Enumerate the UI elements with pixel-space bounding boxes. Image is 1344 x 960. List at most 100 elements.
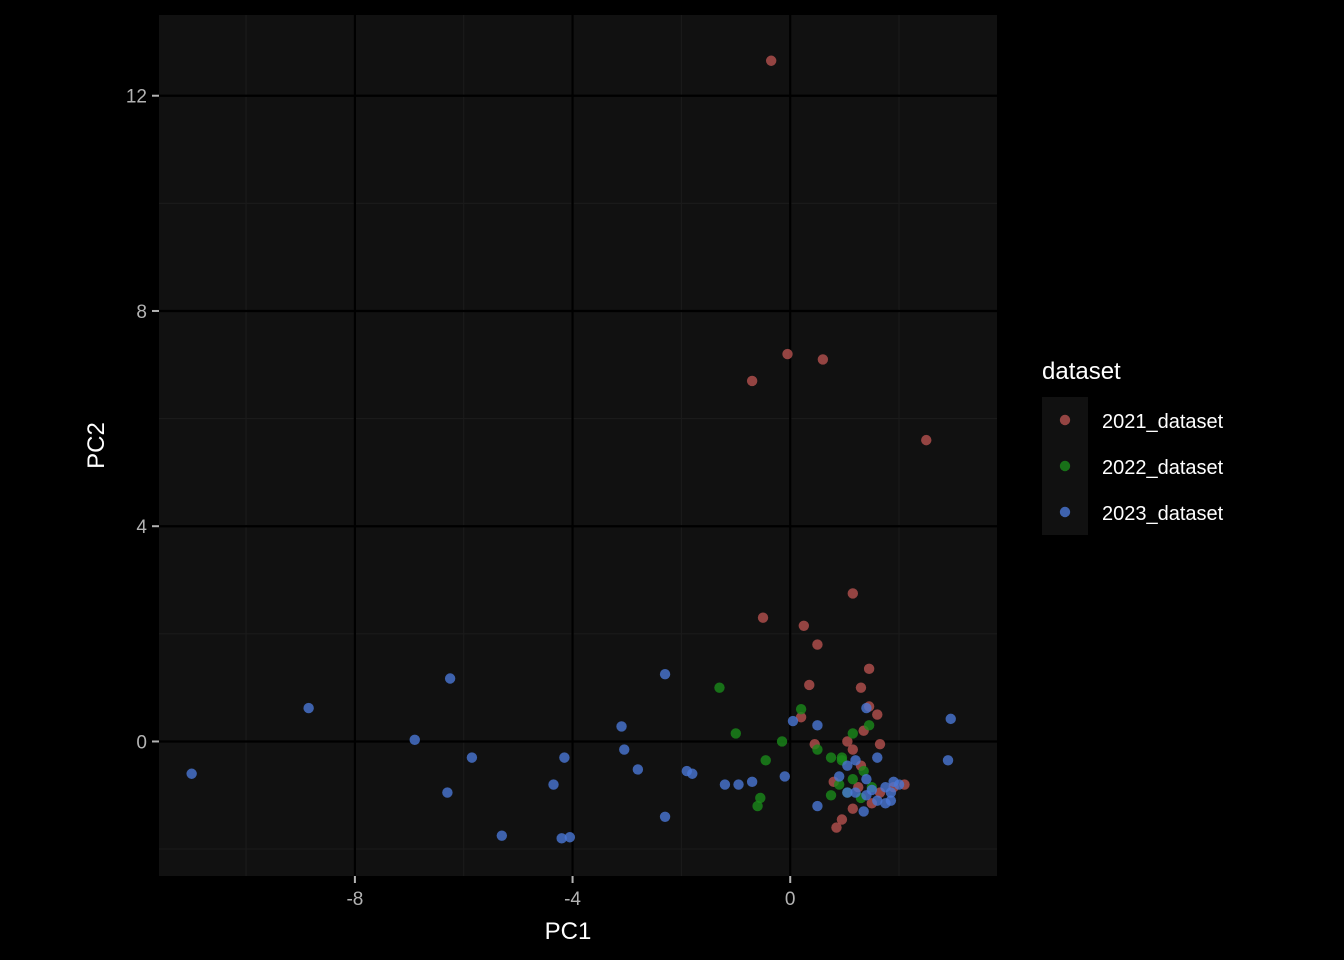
legend-items: 2021_dataset 2022_dataset 2023_dataset	[1059, 411, 1224, 525]
data-point-2022_dataset	[847, 728, 858, 739]
scatter-plot-figure: -8 -4 0 0 4 8 12 PC1 PC2 dataset 2021_dataset 2…	[70, 0, 1274, 960]
data-point-2023_dataset	[409, 734, 420, 746]
data-point-2023_dataset	[659, 811, 671, 823]
data-point-2022_dataset	[776, 736, 788, 747]
data-point-2021_dataset	[831, 822, 842, 833]
legend-key-2023_dataset	[1059, 506, 1071, 518]
data-point-2022_dataset	[730, 728, 742, 739]
data-point-2021_dataset	[812, 639, 823, 650]
major-gridlines	[159, 15, 997, 876]
data-point-2021_dataset	[847, 803, 858, 814]
data-point-2021_dataset	[746, 375, 758, 387]
data-point-2022_dataset	[833, 779, 845, 790]
data-point-2023_dataset	[833, 771, 845, 782]
x-tick-label: -4	[564, 889, 581, 910]
data-point-2023_dataset	[842, 760, 853, 771]
data-point-2023_dataset	[733, 779, 744, 790]
y-axis-title: PC2	[83, 422, 110, 469]
data-point-2021_dataset	[863, 663, 875, 675]
data-point-2023_dataset	[632, 764, 644, 775]
data-point-2022_dataset	[760, 755, 771, 766]
data-point-2023_dataset	[850, 787, 861, 798]
data-point-2023_dataset	[303, 702, 314, 714]
data-point-2021_dataset	[847, 744, 858, 755]
legend-key-2021_dataset	[1059, 414, 1071, 426]
data-point-2023_dataset	[858, 806, 869, 817]
data-point-2021_dataset	[765, 55, 777, 66]
data-point-2021_dataset	[872, 709, 883, 720]
data-point-2022_dataset	[863, 720, 875, 731]
legend: dataset 2021_dataset 2022_dataset 2023_dat…	[1042, 358, 1224, 535]
data-point-2023_dataset	[444, 673, 456, 684]
x-tick-label: -8	[346, 889, 363, 910]
data-point-2022_dataset	[858, 765, 869, 777]
data-point-2021_dataset	[757, 612, 769, 623]
data-point-2022_dataset	[825, 790, 837, 801]
data-point-2023_dataset	[619, 744, 630, 755]
data-point-2022_dataset	[812, 744, 823, 755]
data-point-2021_dataset	[795, 712, 807, 723]
data-point-2023_dataset	[885, 795, 897, 806]
data-point-2023_dataset	[687, 768, 698, 779]
data-point-2021_dataset	[804, 679, 815, 691]
data-point-2023_dataset	[850, 755, 861, 766]
data-point-2023_dataset	[842, 787, 853, 798]
data-point-2021_dataset	[782, 348, 793, 360]
data-point-2022_dataset	[752, 800, 763, 812]
data-point-2023_dataset	[556, 833, 567, 844]
data-point-2023_dataset	[564, 832, 576, 843]
data-point-2021_dataset	[874, 738, 886, 750]
data-point-2021_dataset	[921, 434, 932, 446]
data-point-2022_dataset	[825, 752, 837, 763]
data-point-2021_dataset	[836, 814, 848, 825]
data-point-2023_dataset	[496, 830, 508, 841]
data-point-2023_dataset	[885, 787, 897, 798]
legend-label-2023_dataset: 2023_dataset	[1102, 503, 1224, 525]
data-point-2021_dataset	[847, 588, 858, 599]
data-point-2023_dataset	[787, 715, 799, 727]
data-point-2021_dataset	[798, 620, 810, 631]
minor-gridlines	[159, 15, 997, 876]
data-point-2023_dataset	[812, 800, 823, 812]
data-point-2023_dataset	[186, 768, 197, 779]
data-point-2023_dataset	[945, 713, 956, 725]
data-point-2023_dataset	[559, 752, 570, 763]
data-point-2021_dataset	[817, 354, 829, 365]
data-point-2023_dataset	[861, 773, 872, 785]
y-tick-label: 4	[136, 517, 147, 538]
y-tick-label: 0	[136, 732, 147, 753]
data-point-2023_dataset	[746, 776, 758, 788]
data-point-2022_dataset	[847, 773, 858, 785]
data-point-2023_dataset	[616, 721, 627, 732]
x-tick-label: 0	[785, 889, 796, 910]
x-axis-title: PC1	[545, 918, 592, 945]
plot-panel	[159, 15, 997, 876]
data-points	[186, 55, 956, 844]
data-point-2022_dataset	[836, 752, 848, 763]
legend-key-2022_dataset	[1059, 460, 1071, 472]
legend-title: dataset	[1042, 358, 1121, 385]
legend-label-2021_dataset: 2021_dataset	[1102, 411, 1224, 433]
data-point-2023_dataset	[659, 669, 671, 680]
data-point-2023_dataset	[719, 779, 731, 790]
data-point-2023_dataset	[779, 771, 790, 782]
data-point-2022_dataset	[714, 682, 725, 693]
data-point-2023_dataset	[893, 779, 905, 790]
y-tick-label: 12	[126, 87, 147, 108]
data-point-2022_dataset	[795, 703, 807, 715]
data-point-2022_dataset	[755, 792, 766, 804]
legend-label-2022_dataset: 2022_dataset	[1102, 457, 1224, 479]
data-point-2023_dataset	[442, 787, 453, 798]
data-point-2023_dataset	[466, 752, 478, 763]
axes: -8 -4 0 0 4 8 12	[126, 87, 796, 910]
data-point-2023_dataset	[861, 790, 872, 801]
data-point-2023_dataset	[861, 702, 872, 714]
data-point-2023_dataset	[872, 795, 883, 806]
data-point-2023_dataset	[872, 752, 883, 763]
y-tick-label: 8	[136, 302, 147, 323]
data-point-2021_dataset	[842, 736, 853, 747]
data-point-2023_dataset	[942, 755, 954, 766]
data-point-2021_dataset	[855, 682, 867, 693]
data-point-2023_dataset	[812, 720, 823, 731]
